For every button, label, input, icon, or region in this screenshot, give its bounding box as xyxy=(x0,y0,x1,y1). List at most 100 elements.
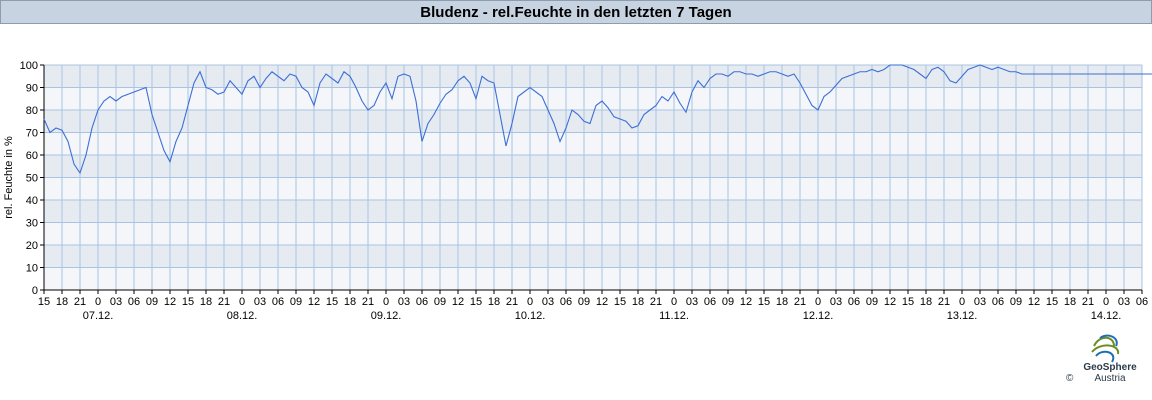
x-tick-label: 15 xyxy=(902,296,914,308)
x-tick-label: 15 xyxy=(758,296,770,308)
plot-band xyxy=(44,87,1142,110)
x-tick-label: 09 xyxy=(1010,296,1022,308)
x-tick-label: 03 xyxy=(254,296,266,308)
y-tick-label: 30 xyxy=(26,218,38,230)
x-tick-label: 18 xyxy=(920,296,932,308)
x-tick-label: 12 xyxy=(596,296,608,308)
x-tick-label: 15 xyxy=(1046,296,1058,308)
x-date-label: 07.12. xyxy=(83,310,114,322)
plot-band xyxy=(44,132,1142,155)
y-tick-label: 50 xyxy=(26,173,38,185)
y-tick-label: 100 xyxy=(20,60,38,72)
x-tick-label: 18 xyxy=(632,296,644,308)
plot-band xyxy=(44,200,1142,223)
x-date-label: 12.12. xyxy=(803,310,834,322)
x-tick-label: 06 xyxy=(128,296,140,308)
x-tick-label: 21 xyxy=(218,296,230,308)
plot-band xyxy=(44,155,1142,178)
x-tick-label: 0 xyxy=(959,296,965,308)
x-tick-label: 15 xyxy=(470,296,482,308)
x-tick-label: 12 xyxy=(452,296,464,308)
x-tick-label: 12 xyxy=(308,296,320,308)
plot-band xyxy=(44,110,1142,133)
x-date-label: 13.12. xyxy=(947,310,978,322)
x-tick-label: 03 xyxy=(110,296,122,308)
x-tick-label: 21 xyxy=(1082,296,1094,308)
x-tick-label: 18 xyxy=(56,296,68,308)
x-tick-label: 03 xyxy=(974,296,986,308)
x-tick-label: 18 xyxy=(488,296,500,308)
x-tick-label: 12 xyxy=(164,296,176,308)
y-tick-label: 70 xyxy=(26,128,38,140)
x-date-label: 11.12. xyxy=(659,310,689,322)
x-date-label: 09.12. xyxy=(371,310,402,322)
x-tick-label: 18 xyxy=(776,296,788,308)
chart-title-bar: Bludenz - rel.Feuchte in den letzten 7 T… xyxy=(0,0,1152,24)
x-tick-label: 06 xyxy=(704,296,716,308)
x-tick-label: 06 xyxy=(560,296,572,308)
geosphere-logo-icon xyxy=(1091,334,1120,363)
logo-subtitle: Austria xyxy=(1094,373,1126,384)
plot-band xyxy=(44,245,1142,268)
y-tick-label: 80 xyxy=(26,105,38,117)
plot-band xyxy=(44,267,1142,290)
x-date-label: 08.12. xyxy=(227,310,258,322)
x-tick-label: 06 xyxy=(272,296,284,308)
x-tick-label: 03 xyxy=(830,296,842,308)
x-tick-label: 03 xyxy=(398,296,410,308)
plot-band xyxy=(44,65,1142,88)
x-tick-label: 06 xyxy=(1136,296,1148,308)
x-tick-label: 15 xyxy=(38,296,50,308)
x-date-label: 10.12. xyxy=(515,310,546,322)
plot-band xyxy=(44,222,1142,245)
logo-name: GeoSphere xyxy=(1083,362,1137,373)
x-tick-label: 06 xyxy=(848,296,860,308)
x-tick-label: 03 xyxy=(1118,296,1130,308)
y-tick-label: 40 xyxy=(26,195,38,207)
x-tick-label: 03 xyxy=(542,296,554,308)
x-tick-label: 18 xyxy=(344,296,356,308)
x-tick-label: 0 xyxy=(95,296,101,308)
y-tick-label: 10 xyxy=(26,263,38,275)
x-tick-label: 03 xyxy=(686,296,698,308)
x-tick-label: 18 xyxy=(200,296,212,308)
x-tick-label: 0 xyxy=(527,296,533,308)
x-tick-label: 0 xyxy=(1103,296,1109,308)
chart-title: Bludenz - rel.Feuchte in den letzten 7 T… xyxy=(420,3,732,21)
x-tick-label: 21 xyxy=(362,296,374,308)
x-tick-label: 21 xyxy=(794,296,806,308)
x-tick-label: 15 xyxy=(614,296,626,308)
x-tick-label: 09 xyxy=(434,296,446,308)
x-tick-label: 0 xyxy=(815,296,821,308)
x-tick-label: 12 xyxy=(740,296,752,308)
humidity-series-line xyxy=(43,64,1152,175)
x-tick-label: 0 xyxy=(239,296,245,308)
x-tick-label: 06 xyxy=(992,296,1004,308)
x-tick-label: 0 xyxy=(671,296,677,308)
x-tick-label: 09 xyxy=(866,296,878,308)
y-tick-label: 20 xyxy=(26,240,38,252)
x-date-label: 14.12. xyxy=(1091,310,1122,322)
x-tick-label: 21 xyxy=(506,296,518,308)
y-tick-label: 0 xyxy=(32,285,38,297)
plot-band xyxy=(44,177,1142,200)
x-tick-label: 21 xyxy=(74,296,86,308)
x-tick-label: 0 xyxy=(383,296,389,308)
x-tick-label: 09 xyxy=(722,296,734,308)
x-tick-label: 18 xyxy=(1064,296,1076,308)
x-tick-label: 15 xyxy=(182,296,194,308)
x-tick-label: 12 xyxy=(884,296,896,308)
x-tick-label: 06 xyxy=(416,296,428,308)
y-tick-label: 90 xyxy=(26,83,38,95)
x-tick-label: 15 xyxy=(326,296,338,308)
x-tick-label: 09 xyxy=(290,296,302,308)
x-tick-label: 21 xyxy=(938,296,950,308)
y-axis-title: rel. Feuchte in % xyxy=(3,136,15,219)
x-tick-label: 09 xyxy=(146,296,158,308)
x-tick-label: 21 xyxy=(650,296,662,308)
copyright-symbol: © xyxy=(1066,373,1074,384)
x-tick-label: 09 xyxy=(578,296,590,308)
y-tick-label: 60 xyxy=(26,150,38,162)
x-tick-label: 12 xyxy=(1028,296,1040,308)
